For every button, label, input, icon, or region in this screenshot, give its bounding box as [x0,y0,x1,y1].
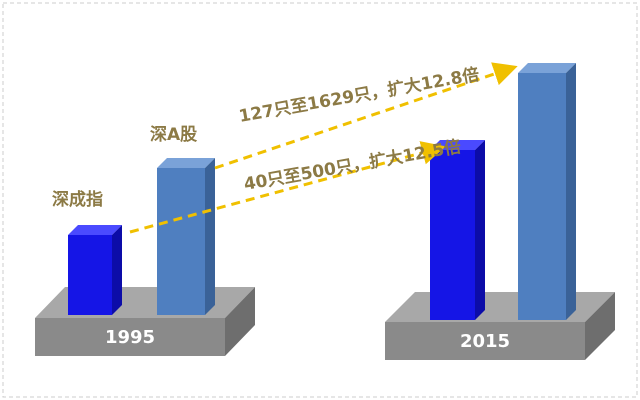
series-label: 深A股 [150,124,197,145]
bar [430,140,485,320]
bar [518,63,576,320]
arrow [214,62,518,170]
group-label: 2015 [460,331,510,352]
series-label: 深成指 [52,189,103,210]
bar [68,225,122,315]
group-label: 1995 [105,327,155,348]
arrow [129,141,446,234]
bar [157,158,215,315]
